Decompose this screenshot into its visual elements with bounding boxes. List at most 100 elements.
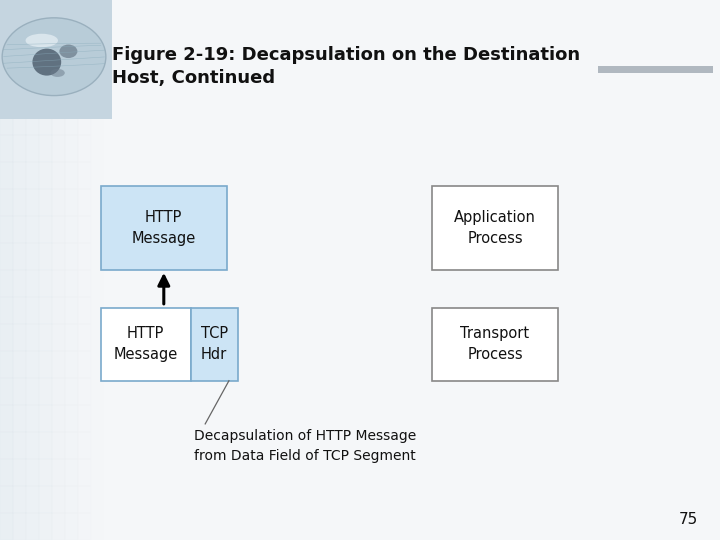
Bar — [13, 108, 26, 135]
Bar — [78, 297, 91, 324]
Bar — [13, 243, 26, 270]
Bar — [78, 162, 91, 189]
Bar — [26, 54, 39, 81]
Bar — [91, 216, 104, 243]
Bar — [39, 162, 52, 189]
Bar — [91, 243, 104, 270]
Bar — [78, 405, 91, 432]
Bar — [39, 81, 52, 108]
Bar — [39, 459, 52, 486]
Bar — [0, 486, 13, 513]
Bar — [13, 459, 26, 486]
Circle shape — [2, 18, 106, 96]
Bar — [0, 324, 13, 351]
Bar — [65, 108, 78, 135]
Bar — [52, 432, 65, 459]
Bar — [0, 378, 13, 405]
Bar — [52, 270, 65, 297]
Bar — [65, 243, 78, 270]
Bar — [65, 405, 78, 432]
Bar — [26, 432, 39, 459]
Bar — [26, 459, 39, 486]
Bar — [65, 54, 78, 81]
Bar — [39, 432, 52, 459]
Bar — [432, 308, 558, 381]
Bar — [0, 513, 13, 540]
Bar — [13, 27, 26, 54]
Bar — [39, 486, 52, 513]
Bar — [52, 0, 65, 27]
Bar — [0, 351, 13, 378]
Bar — [13, 324, 26, 351]
Bar — [78, 270, 91, 297]
Bar — [598, 66, 713, 73]
Bar — [13, 270, 26, 297]
Bar — [52, 135, 65, 162]
Bar — [91, 405, 104, 432]
Bar — [52, 162, 65, 189]
Bar — [39, 135, 52, 162]
Bar — [65, 162, 78, 189]
Bar — [65, 270, 78, 297]
Bar — [52, 405, 65, 432]
Bar — [78, 324, 91, 351]
Bar — [13, 486, 26, 513]
Bar — [52, 243, 65, 270]
Bar — [39, 270, 52, 297]
Bar — [0, 27, 13, 54]
Bar — [52, 27, 65, 54]
Bar — [0, 216, 13, 243]
Bar — [39, 351, 52, 378]
Bar — [26, 513, 39, 540]
Bar — [432, 186, 558, 270]
Bar — [91, 459, 104, 486]
Bar — [39, 324, 52, 351]
Text: HTTP
Message: HTTP Message — [114, 326, 178, 362]
Bar — [101, 186, 227, 270]
Bar — [91, 54, 104, 81]
Bar — [39, 513, 52, 540]
Bar — [26, 486, 39, 513]
Text: TCP
Hdr: TCP Hdr — [201, 326, 228, 362]
Bar — [52, 324, 65, 351]
Bar — [52, 486, 65, 513]
Bar — [65, 0, 78, 27]
Bar — [78, 432, 91, 459]
Bar — [78, 189, 91, 216]
Bar — [39, 0, 52, 27]
Bar — [0, 459, 13, 486]
Bar — [39, 216, 52, 243]
Bar — [65, 216, 78, 243]
Bar — [26, 297, 39, 324]
Bar — [65, 432, 78, 459]
Bar — [65, 324, 78, 351]
Bar — [65, 297, 78, 324]
Bar — [91, 486, 104, 513]
Text: 75: 75 — [679, 511, 698, 526]
Ellipse shape — [26, 33, 58, 47]
Bar — [0, 54, 13, 81]
Bar — [0, 81, 13, 108]
Bar — [26, 189, 39, 216]
Bar — [78, 513, 91, 540]
Bar — [91, 351, 104, 378]
Bar — [13, 0, 26, 27]
Bar — [39, 108, 52, 135]
Bar — [91, 162, 104, 189]
Bar — [0, 405, 13, 432]
Text: Figure 2-19: Decapsulation on the Destination
Host, Continued: Figure 2-19: Decapsulation on the Destin… — [112, 46, 580, 87]
Bar — [13, 216, 26, 243]
Bar — [91, 81, 104, 108]
Bar — [65, 459, 78, 486]
Bar — [78, 486, 91, 513]
Bar — [65, 189, 78, 216]
Bar — [91, 0, 104, 27]
Ellipse shape — [60, 45, 78, 58]
Bar — [52, 81, 65, 108]
Bar — [0, 0, 13, 27]
Bar — [26, 162, 39, 189]
Bar — [26, 243, 39, 270]
Bar — [13, 189, 26, 216]
Ellipse shape — [50, 69, 65, 77]
Bar — [0, 0, 112, 119]
